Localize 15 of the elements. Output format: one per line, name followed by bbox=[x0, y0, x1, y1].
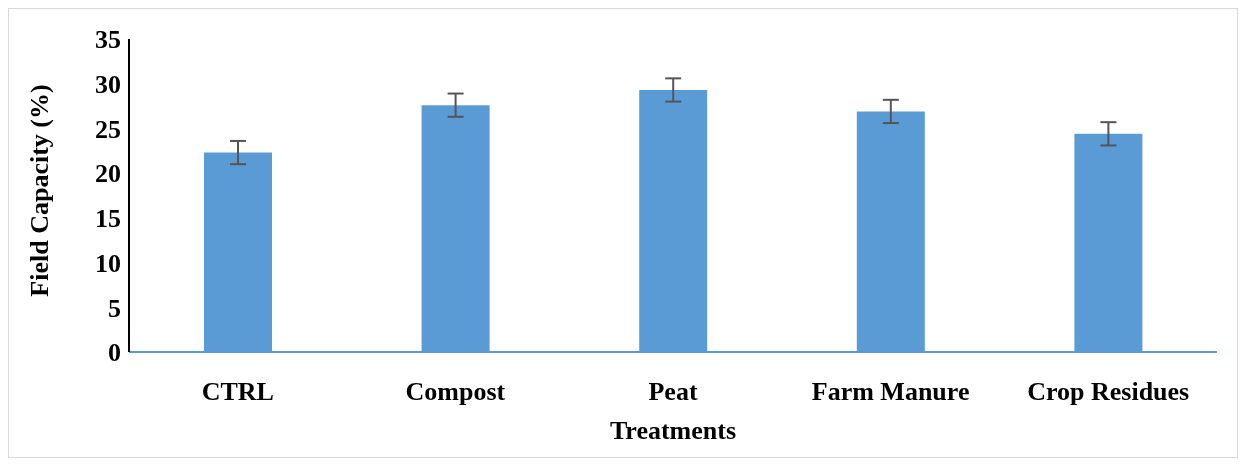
x-tick-label: Compost bbox=[405, 377, 506, 407]
y-tick-label: 10 bbox=[95, 248, 121, 278]
x-axis-title: Treatments bbox=[609, 416, 737, 445]
x-tick-label: Peat bbox=[648, 377, 698, 407]
x-tick-label: CTRL bbox=[201, 377, 274, 407]
y-tick-label: 30 bbox=[95, 69, 121, 99]
y-tick-label: 0 bbox=[108, 338, 121, 368]
y-axis-title: Field Capacity (%) bbox=[25, 84, 55, 297]
y-tick-label: 35 bbox=[95, 25, 121, 55]
y-tick-label: 25 bbox=[95, 114, 121, 144]
y-tick-label: 5 bbox=[108, 293, 121, 323]
y-tick-label: 20 bbox=[95, 159, 121, 189]
x-tick-label: Farm Manure bbox=[811, 377, 970, 407]
y-tick-label: 15 bbox=[95, 204, 121, 234]
x-tick-label: Crop Residues bbox=[1027, 377, 1190, 407]
